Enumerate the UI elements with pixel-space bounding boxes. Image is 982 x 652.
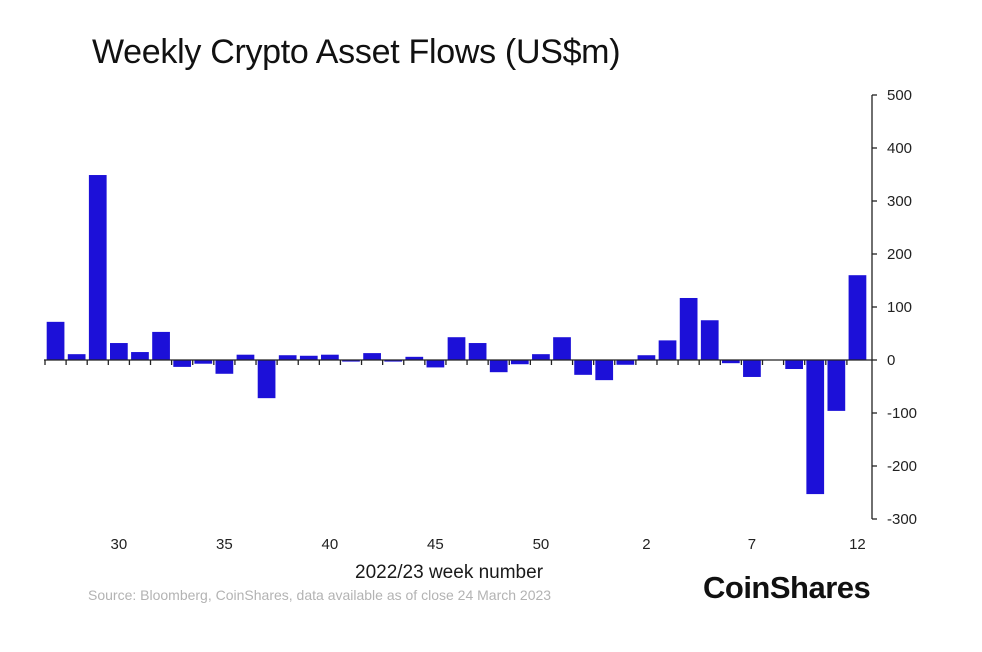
bar	[299, 355, 318, 360]
bar	[110, 343, 128, 360]
x-tick-label: 45	[427, 536, 444, 553]
x-tick-label: 7	[748, 536, 756, 553]
bar	[721, 360, 740, 364]
x-tick-label: 40	[322, 536, 339, 553]
x-tick-label: 35	[216, 536, 233, 553]
bar	[848, 275, 867, 360]
bar	[363, 353, 381, 360]
bar	[574, 360, 592, 375]
bar	[384, 360, 403, 362]
bar	[447, 337, 466, 360]
y-tick-label: 0	[887, 352, 895, 369]
bar	[342, 360, 360, 362]
bar	[806, 360, 825, 495]
bar	[194, 360, 213, 364]
bar	[700, 320, 719, 360]
y-tick-label: -200	[887, 458, 917, 475]
y-tick-label: 200	[887, 246, 912, 263]
y-tick-label: 500	[887, 87, 912, 104]
x-tick-label: 30	[111, 536, 128, 553]
y-tick-label: -100	[887, 405, 917, 422]
bar	[426, 360, 445, 368]
source-note: Source: Bloomberg, CoinShares, data avai…	[88, 587, 552, 603]
bar	[215, 360, 234, 374]
bar	[88, 175, 107, 360]
x-tick-label: 50	[533, 536, 550, 553]
y-axis: 500 400 300 200 100 0 -100 -200 -300	[871, 87, 917, 528]
bar	[152, 331, 170, 360]
bar	[679, 297, 698, 360]
bar	[405, 356, 424, 360]
bar	[67, 354, 86, 360]
bar	[257, 360, 276, 399]
bar	[131, 352, 149, 360]
chart-title: Weekly Crypto Asset Flows (US$m)	[92, 33, 621, 71]
x-axis-label: 2022/23 week number	[355, 562, 544, 583]
bar	[553, 337, 571, 360]
bar	[236, 354, 255, 360]
y-tick-label: 400	[887, 140, 912, 157]
bar	[278, 355, 297, 360]
bar	[827, 360, 846, 411]
bar	[321, 354, 339, 360]
y-tick-label: 300	[887, 193, 912, 210]
bar	[637, 355, 656, 360]
bar	[616, 360, 635, 365]
bar	[743, 360, 761, 377]
bar	[510, 360, 529, 365]
bar	[173, 360, 192, 367]
bar	[785, 360, 804, 370]
bar	[595, 360, 614, 381]
y-tick-label: -300	[887, 511, 917, 528]
x-tick-label: 2	[642, 536, 650, 553]
bar	[658, 340, 677, 360]
bar	[468, 343, 487, 360]
x-axis: 30 35 40 45 50 2 7 12	[44, 359, 872, 553]
y-tick-label: 100	[887, 299, 912, 316]
bar	[489, 360, 508, 373]
bars-group	[46, 175, 867, 495]
bar	[46, 321, 65, 360]
x-tick-label: 12	[849, 536, 866, 553]
coinshares-logo: CoinShares	[703, 570, 871, 605]
bar	[532, 354, 550, 360]
